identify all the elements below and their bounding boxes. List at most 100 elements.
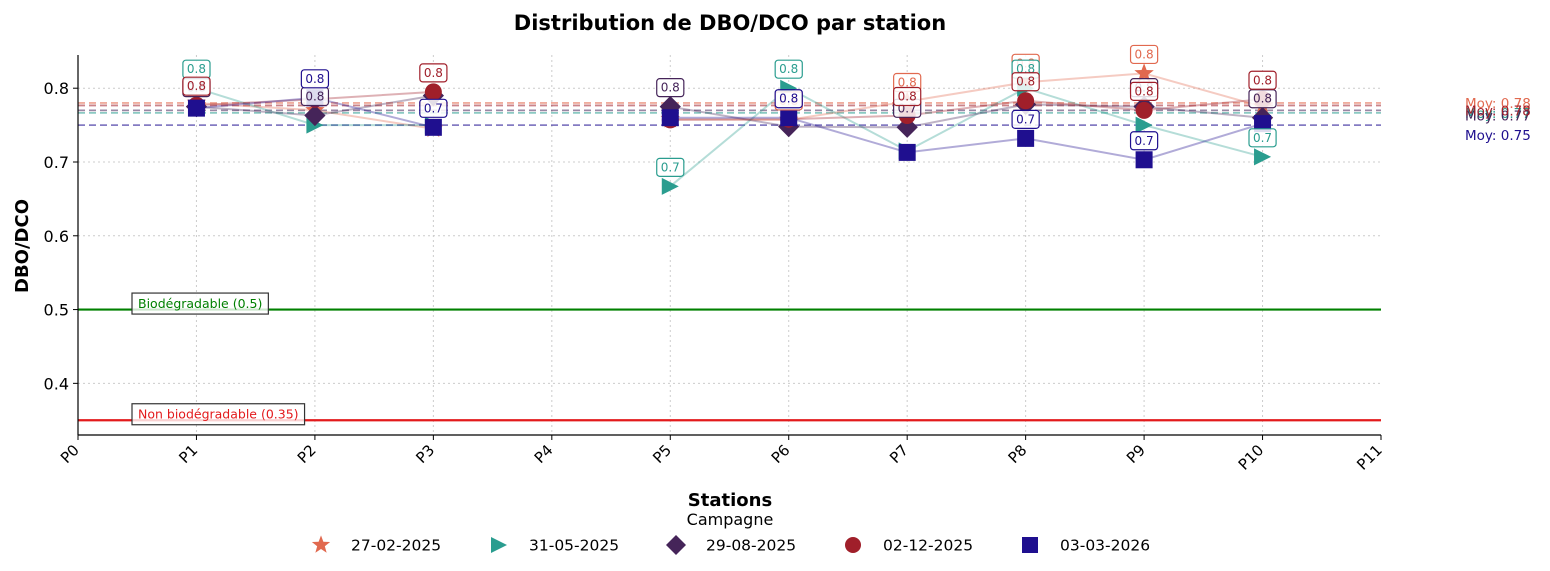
data-point bbox=[1017, 129, 1035, 147]
data-label: 0.8 bbox=[424, 66, 443, 80]
legend-item-02-12-2025: 02-12-2025 bbox=[845, 537, 973, 555]
data-point bbox=[1134, 63, 1154, 82]
series-line bbox=[669, 87, 1263, 188]
legend-item-03-03-2026: 03-03-2026 bbox=[1022, 537, 1150, 555]
y-tick-label: 0.4 bbox=[44, 374, 69, 393]
x-tick-label: P5 bbox=[649, 441, 675, 467]
data-label: 0.8 bbox=[898, 75, 917, 89]
series-29-08-2025 bbox=[185, 84, 1274, 138]
data-labels: 0.8 0.8 0.8 0.8 0.8 0.7 0.8 0.8 0.7 0.8 0.8 0.8 0.7 0… bbox=[182, 44, 1277, 177]
data-point bbox=[661, 109, 679, 127]
data-label: 0.8 bbox=[779, 62, 798, 76]
data-label-box bbox=[656, 157, 685, 177]
data-label-box bbox=[656, 78, 685, 98]
data-point bbox=[1135, 101, 1153, 119]
mean-label: Moy: 0.75 bbox=[1465, 128, 1531, 144]
x-tick-label: P1 bbox=[175, 441, 201, 467]
legend-marker bbox=[491, 537, 507, 553]
series-line bbox=[670, 116, 1263, 161]
legend-item-31-05-2025: 31-05-2025 bbox=[491, 537, 619, 555]
data-label-box bbox=[893, 86, 922, 107]
data-label-box bbox=[1129, 81, 1159, 101]
x-tick-label: P4 bbox=[531, 441, 557, 467]
mean-label: Moy: 0.77 bbox=[1465, 108, 1531, 124]
x-tick-label: P10 bbox=[1235, 441, 1268, 474]
x-tick-label: P7 bbox=[886, 441, 912, 467]
legend-marker bbox=[1022, 537, 1038, 553]
data-label: 0.7 bbox=[1135, 134, 1154, 148]
data-label: 0.8 bbox=[305, 72, 324, 86]
data-label: 0.7 bbox=[424, 101, 443, 115]
legend-marker bbox=[845, 537, 861, 553]
data-point bbox=[898, 143, 916, 161]
data-label-box bbox=[1129, 44, 1159, 65]
data-point bbox=[1254, 115, 1272, 133]
data-label: 0.8 bbox=[187, 79, 206, 93]
legend-label: 31-05-2025 bbox=[529, 537, 619, 555]
threshold-lines: Biodégradable (0.5) Non biodégradable (0.… bbox=[78, 292, 1381, 426]
threshold-label-box bbox=[131, 403, 306, 426]
data-point bbox=[424, 118, 442, 136]
series-layer bbox=[185, 63, 1274, 195]
data-point bbox=[187, 99, 205, 117]
axes: 0.4 0.5 0.6 0.7 0.8 P0 P1 P2 P3 P4 P5 P6 P7 P8 P9 P10 P1… bbox=[44, 55, 1386, 474]
legend-item-29-08-2025: 29-08-2025 bbox=[666, 535, 796, 555]
data-label: 0.8 bbox=[779, 92, 798, 106]
data-label-box bbox=[774, 89, 803, 109]
series-line bbox=[670, 103, 1263, 129]
y-axis-label: DBO/DCO bbox=[12, 199, 33, 293]
legend-marker bbox=[311, 535, 331, 553]
legend-marker bbox=[666, 535, 686, 555]
series-03-03-2026 bbox=[187, 89, 1272, 169]
x-tick-label: P9 bbox=[1123, 441, 1149, 467]
threshold-label: Biodégradable (0.5) bbox=[138, 296, 262, 311]
data-label-box bbox=[1011, 109, 1040, 129]
legend-label: 29-08-2025 bbox=[706, 537, 796, 555]
legend-title: Campagne bbox=[687, 510, 774, 529]
data-label: 0.8 bbox=[305, 90, 324, 104]
data-label: 0.8 bbox=[1135, 84, 1154, 98]
data-point bbox=[304, 104, 326, 127]
data-label: 0.7 bbox=[1253, 131, 1272, 145]
data-label-box bbox=[1129, 131, 1159, 151]
x-tick-label: P11 bbox=[1353, 441, 1386, 474]
data-label: 0.7 bbox=[1016, 112, 1035, 126]
data-label: 0.8 bbox=[661, 81, 680, 95]
data-label: 0.8 bbox=[187, 62, 206, 76]
data-label-box bbox=[1248, 128, 1277, 148]
legend-label: 03-03-2026 bbox=[1060, 537, 1150, 555]
legend-item-27-02-2025: 27-02-2025 bbox=[311, 535, 441, 555]
y-tick-label: 0.6 bbox=[44, 227, 69, 246]
data-label-box bbox=[1011, 72, 1040, 92]
series-line bbox=[670, 72, 1263, 121]
chart-title: Distribution de DBO/DCO par station bbox=[514, 11, 946, 35]
data-label: 0.7 bbox=[661, 160, 680, 174]
data-label: 0.8 bbox=[1253, 92, 1272, 106]
data-label: 0.8 bbox=[1135, 47, 1154, 61]
y-tick-label: 0.5 bbox=[44, 301, 69, 320]
y-tick-label: 0.8 bbox=[44, 79, 69, 98]
data-point bbox=[1135, 116, 1153, 134]
data-label: 0.8 bbox=[1253, 73, 1272, 87]
x-tick-label: P0 bbox=[57, 441, 83, 467]
data-point bbox=[661, 177, 679, 195]
data-label-box bbox=[419, 63, 448, 83]
data-point bbox=[1254, 148, 1272, 166]
x-tick-label: P8 bbox=[1005, 441, 1031, 467]
x-tick-label: P3 bbox=[412, 441, 438, 467]
x-tick-label: P2 bbox=[294, 441, 320, 467]
x-axis-label: Stations bbox=[688, 490, 772, 511]
legend-label: 02-12-2025 bbox=[883, 537, 973, 555]
legend: 27-02-2025 31-05-2025 29-08-2025 02-12-2025… bbox=[311, 535, 1150, 555]
data-point bbox=[424, 83, 442, 101]
mean-label: Moy: 0.78 bbox=[1465, 103, 1531, 119]
data-label-box bbox=[419, 98, 448, 118]
mean-label: Moy: 0.77 bbox=[1465, 106, 1531, 122]
data-point bbox=[1017, 92, 1035, 110]
threshold-label-box bbox=[131, 292, 269, 315]
data-label-box bbox=[1248, 70, 1277, 90]
legend-label: 27-02-2025 bbox=[351, 537, 441, 555]
